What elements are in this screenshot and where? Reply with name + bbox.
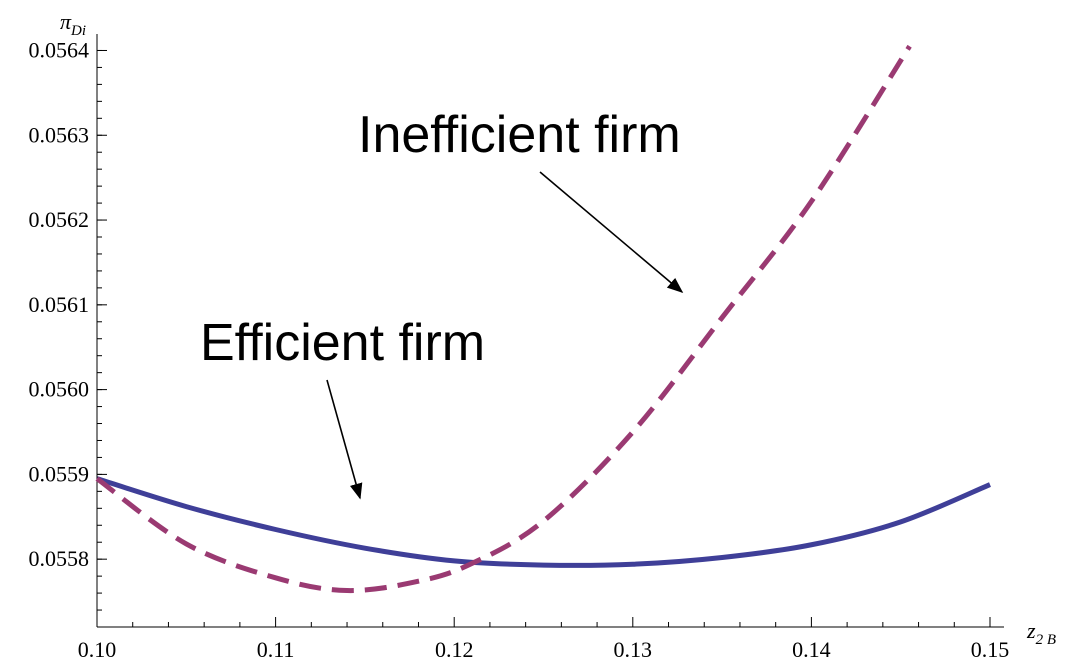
series-line-efficient-firm — [96, 476, 991, 568]
x-tick-label: 0.14 — [792, 637, 831, 662]
axes — [96, 34, 1004, 628]
series-line-inefficient-firm — [95, 44, 912, 594]
y-axis-subscript: Di — [70, 23, 86, 39]
y-tick-label: 0.0561 — [29, 292, 90, 317]
x-axis-label: z2 B — [1026, 618, 1056, 648]
x-tick-label: 0.13 — [614, 637, 653, 662]
annotation-inefficient-firm: Inefficient firm — [358, 106, 681, 164]
x-tick-label: 0.10 — [78, 637, 117, 662]
y-tick-label: 0.0558 — [29, 546, 90, 571]
x-tick-label: 0.11 — [257, 637, 295, 662]
x-tick-label: 0.12 — [435, 637, 474, 662]
y-tick-label: 0.0564 — [29, 37, 90, 62]
arrow-inefficient-firm — [539, 171, 684, 294]
x-tick-label: 0.15 — [971, 637, 1010, 662]
x-axis-ticks: 0.10 0.11 0.12 0.13 0.14 0.15 — [78, 617, 1010, 662]
y-axis-label: πDi — [60, 9, 86, 39]
x-axis-subscript: 2 B — [1036, 632, 1056, 648]
y-tick-label: 0.0563 — [29, 122, 90, 147]
series-group — [95, 44, 991, 594]
arrow-efficient-firm — [326, 379, 363, 500]
x-axis-symbol: z — [1026, 618, 1036, 643]
y-tick-label: 0.0559 — [29, 461, 90, 486]
annotation-efficient-firm: Efficient firm — [200, 314, 485, 372]
y-tick-label: 0.0560 — [29, 377, 90, 402]
y-tick-label: 0.0562 — [29, 207, 90, 232]
y-axis-symbol: π — [60, 9, 72, 34]
y-axis-ticks: 0.0558 0.0559 0.0560 0.0561 0.0562 0.0563 0.05… — [29, 37, 107, 628]
